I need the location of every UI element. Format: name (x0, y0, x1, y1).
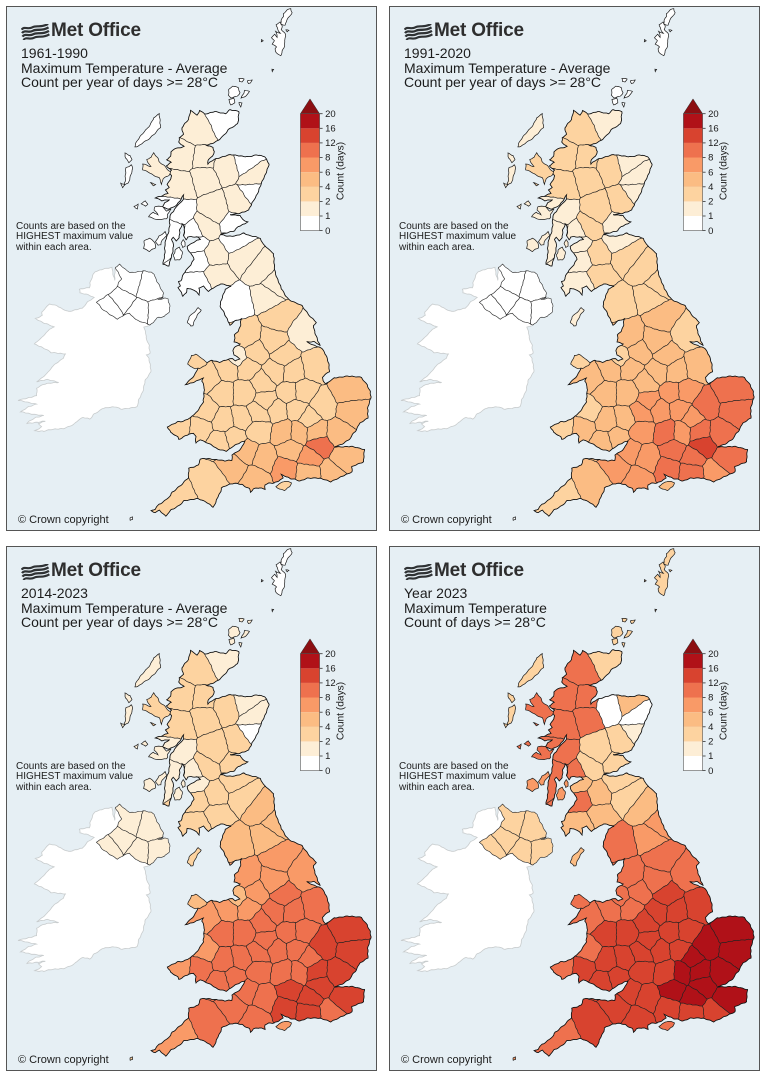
svg-text:0: 0 (325, 766, 330, 777)
svg-text:8: 8 (708, 153, 713, 164)
svg-text:12: 12 (325, 138, 336, 149)
svg-text:20: 20 (708, 649, 719, 660)
svg-text:1: 1 (708, 211, 713, 222)
svg-text:6: 6 (325, 707, 330, 718)
svg-text:1: 1 (708, 751, 713, 762)
svg-text:Count (days): Count (days) (719, 142, 730, 200)
svg-text:20: 20 (708, 109, 719, 120)
svg-text:1: 1 (325, 211, 330, 222)
svg-text:16: 16 (708, 124, 719, 135)
svg-text:6: 6 (325, 167, 330, 178)
svg-text:20: 20 (325, 109, 336, 120)
svg-text:12: 12 (708, 678, 719, 689)
svg-text:4: 4 (708, 722, 713, 733)
svg-text:0: 0 (325, 226, 330, 237)
svg-text:1: 1 (325, 751, 330, 762)
svg-text:2: 2 (708, 197, 713, 208)
svg-text:8: 8 (325, 693, 330, 704)
svg-text:6: 6 (708, 707, 713, 718)
svg-text:12: 12 (325, 678, 336, 689)
svg-text:0: 0 (708, 766, 713, 777)
svg-text:Count (days): Count (days) (719, 682, 730, 740)
svg-text:16: 16 (708, 664, 719, 675)
svg-text:6: 6 (708, 167, 713, 178)
svg-text:0: 0 (708, 226, 713, 237)
svg-text:4: 4 (708, 182, 713, 193)
svg-text:4: 4 (325, 182, 330, 193)
svg-text:2: 2 (708, 737, 713, 748)
svg-text:4: 4 (325, 722, 330, 733)
svg-text:2: 2 (325, 737, 330, 748)
svg-text:16: 16 (325, 664, 336, 675)
svg-text:12: 12 (708, 138, 719, 149)
svg-text:8: 8 (325, 153, 330, 164)
svg-text:20: 20 (325, 649, 336, 660)
svg-text:16: 16 (325, 124, 336, 135)
svg-text:Count (days): Count (days) (336, 142, 347, 200)
svg-text:2: 2 (325, 197, 330, 208)
svg-text:8: 8 (708, 693, 713, 704)
svg-text:Count (days): Count (days) (336, 682, 347, 740)
